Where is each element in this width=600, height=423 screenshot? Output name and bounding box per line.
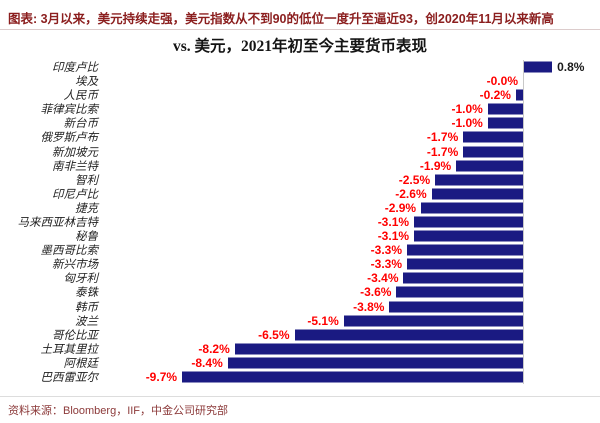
bar — [234, 343, 523, 355]
chart-row: 匈牙利 -3.4% — [0, 271, 600, 285]
source-note: 资料来源：Bloomberg，IIF，中金公司研究部 — [8, 405, 229, 417]
bar — [414, 216, 523, 228]
value-label: -3.1% — [377, 229, 410, 244]
category-label: 墨西哥比索 — [40, 245, 99, 258]
bar — [389, 301, 523, 312]
category-label: 捷克 — [75, 202, 98, 215]
value-label: -2.5% — [398, 172, 431, 187]
value-label: -1.0% — [451, 116, 483, 131]
value-label: -2.9% — [384, 200, 417, 215]
category-label: 菲律宾比索 — [40, 104, 99, 117]
chart-row: 泰铢 -3.6% — [0, 285, 600, 299]
chart-row: 人民币 -0.2% — [0, 88, 600, 102]
category-label: 俄罗斯卢布 — [40, 132, 99, 145]
chart-row: 墨西哥比索 -3.3% — [0, 243, 600, 257]
chart-row: 俄罗斯卢布 -1.7% — [0, 130, 600, 144]
category-label: 哥伦比亚 — [52, 329, 98, 342]
category-label: 泰铢 — [75, 287, 98, 300]
bar — [343, 315, 523, 327]
chart-row: 印度卢比 0.8% — [0, 60, 600, 74]
category-label: 新兴市场 — [52, 259, 98, 272]
bar — [456, 160, 523, 172]
category-label: 土耳其里拉 — [40, 343, 99, 356]
category-label: 人民币 — [63, 90, 99, 103]
zero-axis-line — [523, 60, 524, 384]
value-label: -1.7% — [426, 130, 459, 145]
bar — [515, 89, 523, 101]
value-label: -0.2% — [479, 88, 511, 103]
bar — [524, 61, 553, 73]
chart-row: 新台币 -1.0% — [0, 116, 600, 130]
chart-row: 土耳其里拉 -8.2% — [0, 342, 600, 356]
category-label: 南非兰特 — [52, 160, 98, 173]
chart-row: 阿根廷 -8.4% — [0, 356, 600, 370]
value-label: -5.1% — [307, 313, 339, 328]
bar — [182, 371, 523, 383]
category-label: 埃及 — [75, 76, 98, 89]
value-label: -3.8% — [353, 299, 385, 314]
chart-row: 印尼卢比 -2.6% — [0, 187, 600, 201]
chart-row: 马来西亚林吉特 -3.1% — [0, 215, 600, 229]
value-label: -3.3% — [370, 243, 403, 258]
chart-row: 捷克 -2.9% — [0, 201, 600, 215]
category-label: 马来西亚林吉特 — [17, 216, 99, 229]
category-label: 巴西雷亚尔 — [40, 371, 99, 384]
category-label: 秘鲁 — [75, 231, 98, 244]
chart-row: 新加坡元 -1.7% — [0, 145, 600, 159]
value-label: -3.4% — [367, 271, 399, 286]
value-label: -3.3% — [370, 257, 403, 272]
value-label: -1.0% — [451, 102, 483, 117]
category-label: 匈牙利 — [63, 273, 99, 286]
chart-row: 智利 -2.5% — [0, 173, 600, 187]
category-label: 印度卢比 — [52, 62, 98, 75]
category-label: 韩币 — [75, 301, 98, 314]
bar — [294, 329, 523, 341]
chart-row: 巴西雷亚尔 -9.7% — [0, 370, 600, 384]
category-label: 印尼卢比 — [52, 188, 98, 201]
chart-row: 埃及 -0.0% — [0, 74, 600, 88]
value-label: -8.4% — [191, 355, 223, 370]
bar — [403, 272, 523, 284]
bar — [396, 286, 523, 298]
chart-row: 南非兰特 -1.9% — [0, 159, 600, 173]
value-label: -9.7% — [145, 369, 178, 384]
value-label: -8.2% — [198, 341, 230, 356]
chart-row: 哥伦比亚 -6.5% — [0, 328, 600, 342]
bar — [227, 357, 523, 369]
footer-divider — [0, 396, 600, 397]
bar — [435, 174, 523, 186]
chart-row: 秘鲁 -3.1% — [0, 229, 600, 243]
value-label: -6.5% — [258, 327, 290, 342]
value-label: -1.7% — [426, 144, 459, 159]
chart-row: 菲律宾比索 -1.0% — [0, 102, 600, 116]
chart-row: 波兰 -5.1% — [0, 314, 600, 328]
chart-row: 新兴市场 -3.3% — [0, 257, 600, 271]
value-label: -2.6% — [395, 186, 427, 201]
currency-bar-chart: 印度卢比 0.8% 埃及 -0.0% 人民币 -0.2% 菲律宾比索 -1.0% 新台币 -1.0… — [0, 60, 600, 384]
bar — [414, 230, 523, 242]
bar — [463, 131, 523, 143]
category-label: 阿根廷 — [63, 357, 99, 370]
value-label: 0.8% — [557, 60, 585, 75]
category-label: 波兰 — [75, 315, 98, 328]
category-label: 新台币 — [63, 118, 99, 131]
category-label: 智利 — [75, 174, 98, 187]
bar — [407, 258, 523, 270]
chart-title: vs. 美元，2021年初至今主要货币表现 — [172, 38, 428, 55]
bar — [487, 103, 523, 115]
bar — [431, 188, 523, 200]
header-divider — [0, 29, 600, 30]
bar — [487, 117, 523, 129]
value-label: -1.9% — [419, 158, 452, 173]
value-label: -0.0% — [486, 74, 518, 89]
value-label: -3.1% — [377, 214, 410, 229]
bar — [407, 244, 523, 256]
value-label: -3.6% — [360, 285, 392, 300]
bar — [421, 202, 523, 214]
figure-caption: 图表: 3月以来，美元持续走强，美元指数从不到90的低位一度升至逼近93，创20… — [8, 12, 554, 26]
category-label: 新加坡元 — [52, 146, 98, 159]
chart-row: 韩币 -3.8% — [0, 299, 600, 314]
bar — [463, 146, 523, 158]
